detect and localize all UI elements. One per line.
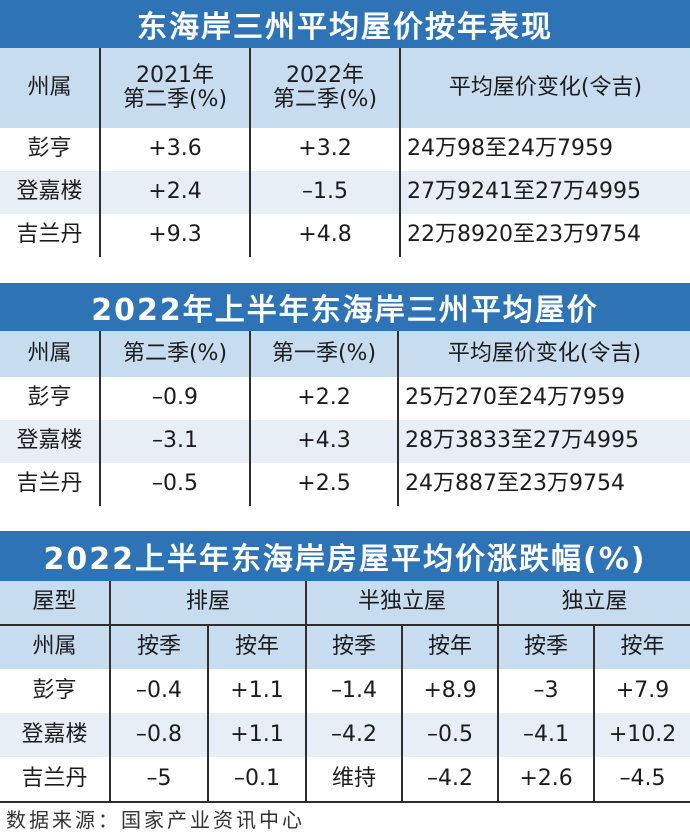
table-row: 吉兰丹 –5 –0.1 维持 –4.2 +2.6 –4.5 <box>0 757 690 801</box>
table-row: 吉兰丹 –0.5 +2.5 24万887至23万9754 <box>0 463 690 506</box>
table-row: 吉兰丹 +9.3 +4.8 22万8920至23万9754 <box>0 214 690 257</box>
table1: 州属 2021年 第二季(%) 2022年 第二季(%) 平均屋价变化(令吉) … <box>0 48 690 257</box>
table3-header-type: 屋型 <box>0 581 111 626</box>
table3: 屋型 排屋 半独立屋 独立屋 州属 按季 按年 按季 按年 按季 按年 彭亨 –… <box>0 581 690 801</box>
price-range-cell: 27万9241至27万4995 <box>400 171 690 214</box>
table2-header-price-change: 平均屋价变化(令吉) <box>398 331 690 377</box>
value-cell: –0.5 <box>100 463 251 506</box>
value-cell: –4.2 <box>306 713 404 757</box>
table-row: 登嘉楼 –3.1 +4.3 28万3833至27万4995 <box>0 420 690 463</box>
value-cell: +8.9 <box>402 669 500 713</box>
state-cell: 吉兰丹 <box>0 214 101 257</box>
table3-header-detached: 独立屋 <box>498 581 690 626</box>
table3-header-semi-detached: 半独立屋 <box>306 581 500 626</box>
table3-header-qoq: 按季 <box>110 625 209 669</box>
table1-header-row: 州属 2021年 第二季(%) 2022年 第二季(%) 平均屋价变化(令吉) <box>0 48 690 128</box>
value-cell: –4.5 <box>594 757 690 801</box>
value-cell: +2.5 <box>250 463 399 506</box>
table2-header-state: 州属 <box>0 331 101 377</box>
source-note: 数据来源：国家产业资讯中心 <box>6 808 305 832</box>
table3-header-qoq: 按季 <box>306 625 404 669</box>
value-cell: –0.5 <box>402 713 500 757</box>
price-range-cell: 28万3833至27万4995 <box>398 420 690 463</box>
table1-header-price-change: 平均屋价变化(令吉) <box>400 48 690 128</box>
value-cell: –1.4 <box>306 669 404 713</box>
value-cell: –1.5 <box>250 171 401 214</box>
value-cell: +4.3 <box>250 420 399 463</box>
table2-header-q2: 第二季(%) <box>100 331 251 377</box>
table-row: 彭亨 +3.6 +3.2 24万98至24万7959 <box>0 128 690 171</box>
value-cell: –4.1 <box>498 713 596 757</box>
price-range-cell: 24万98至24万7959 <box>400 128 690 171</box>
table3-header-yoy: 按年 <box>208 625 308 669</box>
state-cell: 登嘉楼 <box>0 171 101 214</box>
value-cell: 维持 <box>306 757 404 801</box>
table-row: 彭亨 –0.9 +2.2 25万270至24万7959 <box>0 377 690 420</box>
table3-header-terrace: 排屋 <box>110 581 308 626</box>
table2-header-row: 州属 第二季(%) 第一季(%) 平均屋价变化(令吉) <box>0 331 690 377</box>
table1-header-2021q2: 2021年 第二季(%) <box>100 48 251 128</box>
table1-header-state: 州属 <box>0 48 101 128</box>
table3-bottom-rule <box>0 801 690 803</box>
price-range-cell: 25万270至24万7959 <box>398 377 690 420</box>
table3-header-qoq: 按季 <box>498 625 596 669</box>
value-cell: –0.1 <box>208 757 308 801</box>
value-cell: +2.2 <box>250 377 399 420</box>
value-cell: +3.6 <box>100 128 251 171</box>
state-cell: 登嘉楼 <box>0 713 111 757</box>
value-cell: –4.2 <box>402 757 500 801</box>
value-cell: +1.1 <box>208 713 308 757</box>
table2-header-q1: 第一季(%) <box>250 331 399 377</box>
table1-title: 东海岸三州平均屋价按年表现 <box>0 0 690 48</box>
value-cell: –5 <box>110 757 209 801</box>
value-cell: +2.6 <box>498 757 596 801</box>
table2-title: 2022年上半年东海岸三州平均屋价 <box>0 283 690 331</box>
value-cell: –0.8 <box>110 713 209 757</box>
table1-header-2022q2: 2022年 第二季(%) <box>250 48 401 128</box>
table-row: 登嘉楼 +2.4 –1.5 27万9241至27万4995 <box>0 171 690 214</box>
value-cell: +2.4 <box>100 171 251 214</box>
state-cell: 登嘉楼 <box>0 420 101 463</box>
price-range-cell: 22万8920至23万9754 <box>400 214 690 257</box>
price-range-cell: 24万887至23万9754 <box>398 463 690 506</box>
value-cell: +3.2 <box>250 128 401 171</box>
table3-group-header-row: 屋型 排屋 半独立屋 独立屋 <box>0 581 690 626</box>
table3-title: 2022上半年东海岸房屋平均价涨跌幅(%) <box>0 531 690 581</box>
table3-sub-header-row: 州属 按季 按年 按季 按年 按季 按年 <box>0 625 690 669</box>
table3-header-yoy: 按年 <box>594 625 690 669</box>
value-cell: +7.9 <box>594 669 690 713</box>
table-row: 登嘉楼 –0.8 +1.1 –4.2 –0.5 –4.1 +10.2 <box>0 713 690 757</box>
table3-header-state: 州属 <box>0 625 111 669</box>
table-row: 彭亨 –0.4 +1.1 –1.4 +8.9 –3 +7.9 <box>0 669 690 713</box>
state-cell: 吉兰丹 <box>0 757 111 801</box>
state-cell: 吉兰丹 <box>0 463 101 506</box>
value-cell: –3 <box>498 669 596 713</box>
table3-header-yoy: 按年 <box>402 625 500 669</box>
state-cell: 彭亨 <box>0 128 101 171</box>
value-cell: +9.3 <box>100 214 251 257</box>
table2: 州属 第二季(%) 第一季(%) 平均屋价变化(令吉) 彭亨 –0.9 +2.2… <box>0 331 690 506</box>
value-cell: +4.8 <box>250 214 401 257</box>
state-cell: 彭亨 <box>0 377 101 420</box>
value-cell: –3.1 <box>100 420 251 463</box>
value-cell: +10.2 <box>594 713 690 757</box>
value-cell: –0.4 <box>110 669 209 713</box>
state-cell: 彭亨 <box>0 669 111 713</box>
value-cell: –0.9 <box>100 377 251 420</box>
value-cell: +1.1 <box>208 669 308 713</box>
